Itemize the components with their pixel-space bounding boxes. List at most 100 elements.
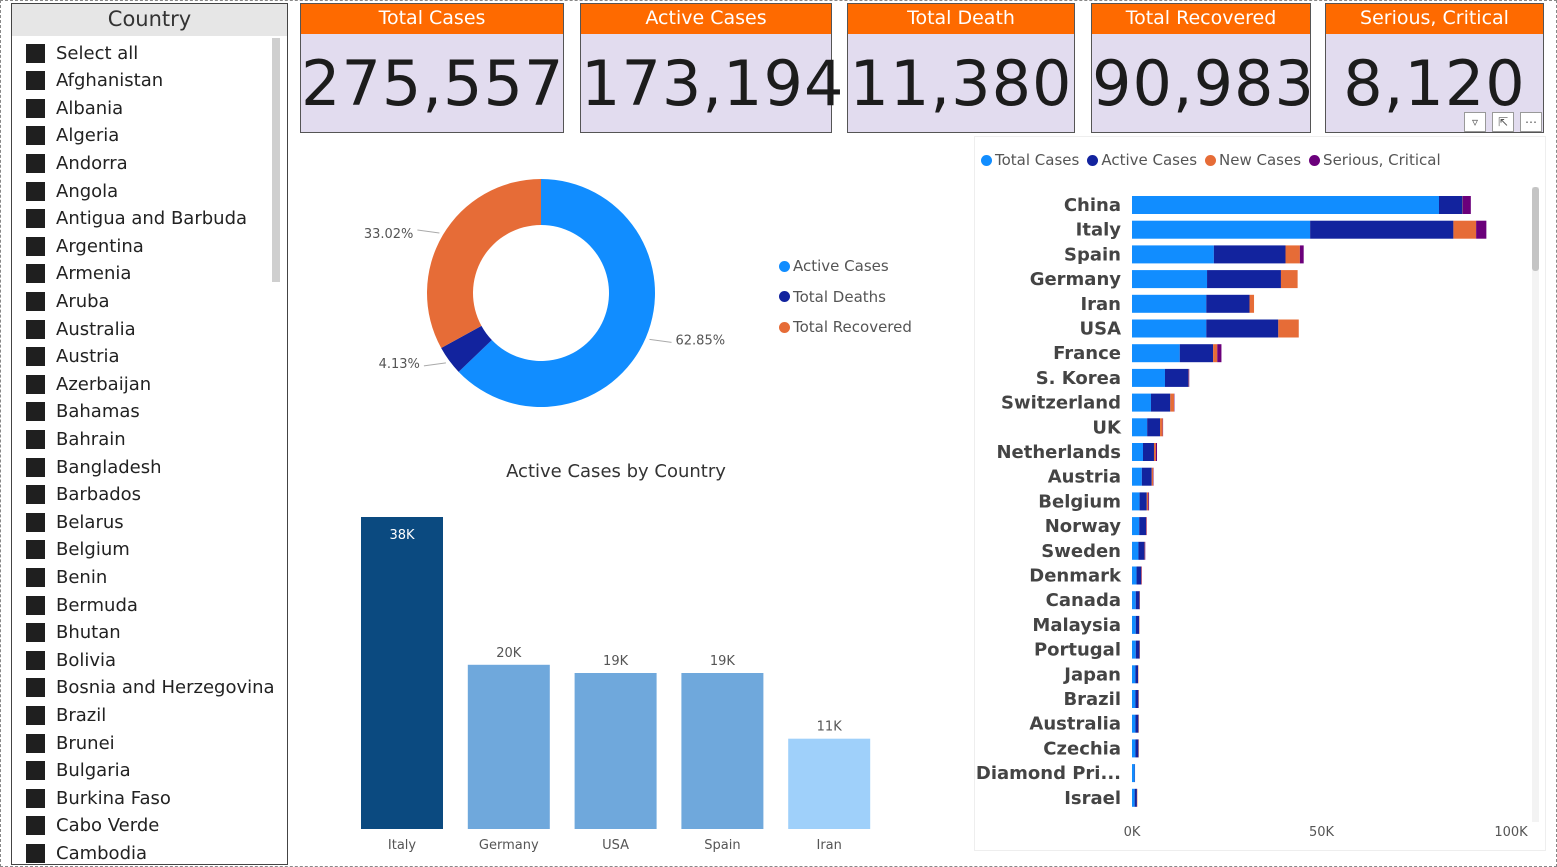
slicer-item[interactable]: Cambodia	[26, 840, 147, 864]
country-slicer[interactable]: Country Select all Afghanistan Albania Alge…	[11, 3, 288, 865]
checkbox[interactable]	[26, 816, 45, 836]
card-total-cases[interactable]: Total Cases 275,557	[300, 3, 564, 133]
slicer-item-label: Bosnia and Herzegovina	[56, 677, 275, 699]
more-options-icon[interactable]: ⋯	[1520, 112, 1542, 132]
checkbox[interactable]	[26, 319, 45, 339]
bar-segment	[1136, 566, 1142, 585]
slicer-item[interactable]: Burkina Faso	[26, 785, 171, 811]
slicer-item[interactable]: Argentina	[26, 233, 144, 259]
slicer-item-label: Bulgaria	[56, 760, 131, 782]
legend-item[interactable]: Total Cases	[981, 151, 1079, 169]
donut-chart[interactable]: 62.85% 4.13% 33.02%	[351, 161, 771, 441]
bar-category-label: Iran	[1080, 294, 1121, 315]
checkbox[interactable]	[26, 512, 45, 532]
bar-segment	[1135, 665, 1139, 684]
checkbox[interactable]	[26, 126, 45, 146]
checkbox[interactable]	[26, 209, 45, 229]
checkbox[interactable]	[26, 153, 45, 173]
slicer-item[interactable]: Angola	[26, 178, 118, 204]
slicer-item[interactable]: Andorra	[26, 150, 128, 176]
slicer-item[interactable]: Armenia	[26, 261, 131, 287]
slicer-item[interactable]: Belarus	[26, 509, 124, 535]
slicer-item[interactable]: Bahamas	[26, 399, 140, 425]
checkbox[interactable]	[26, 236, 45, 256]
slicer-item[interactable]: Bosnia and Herzegovina	[26, 675, 275, 701]
bar-segment	[1132, 690, 1136, 708]
legend-item[interactable]: Active Cases	[779, 251, 912, 282]
slicer-item[interactable]: Afghanistan	[26, 68, 163, 94]
legend-item[interactable]: New Cases	[1205, 151, 1301, 169]
card-total-recovered[interactable]: Total Recovered 90,983	[1091, 3, 1314, 133]
slicer-item[interactable]: Benin	[26, 564, 107, 590]
select-all-item[interactable]: Select all	[26, 40, 138, 66]
checkbox[interactable]	[26, 374, 45, 394]
bar-category-label: Denmark	[1029, 566, 1122, 587]
checkbox[interactable]	[26, 485, 45, 505]
bar-category-label: Switzerland	[1001, 393, 1121, 414]
card-total-death[interactable]: Total Death 11,380	[847, 3, 1075, 133]
checkbox[interactable]	[26, 540, 45, 560]
checkbox[interactable]	[26, 457, 45, 477]
slicer-scrollbar[interactable]	[272, 38, 280, 282]
donut-value-label: 33.02%	[364, 227, 414, 242]
slicer-item[interactable]: Austria	[26, 344, 120, 370]
stacked-bar-chart[interactable]: Total Cases Active Cases New Cases Serious,…	[974, 136, 1546, 851]
slicer-item[interactable]: Albania	[26, 95, 123, 121]
filter-icon[interactable]: ▿	[1464, 112, 1486, 132]
checkbox[interactable]	[26, 181, 45, 201]
card-serious-critical[interactable]: Serious, Critical 8,120	[1325, 3, 1544, 133]
slicer-item[interactable]: Algeria	[26, 123, 119, 149]
legend-item[interactable]: Serious, Critical	[1309, 151, 1441, 169]
slicer-item[interactable]: Bermuda	[26, 592, 138, 618]
bar-category-label: UK	[1092, 417, 1122, 438]
checkbox[interactable]	[26, 733, 45, 753]
checkbox[interactable]	[26, 291, 45, 311]
slicer-item[interactable]: Bahrain	[26, 426, 126, 452]
checkbox[interactable]	[26, 402, 45, 422]
checkbox[interactable]	[26, 650, 45, 670]
checkbox[interactable]	[26, 623, 45, 643]
checkbox[interactable]	[26, 429, 45, 449]
slicer-item[interactable]: Bulgaria	[26, 758, 131, 784]
slicer-item[interactable]: Australia	[26, 316, 136, 342]
slicer-item[interactable]: Barbados	[26, 482, 141, 508]
slicer-item[interactable]: Belgium	[26, 537, 130, 563]
legend-item[interactable]: Total Deaths	[779, 282, 912, 313]
checkbox[interactable]	[26, 347, 45, 367]
slicer-item[interactable]: Aruba	[26, 288, 110, 314]
checkbox[interactable]	[26, 595, 45, 615]
focus-mode-icon[interactable]: ⇱	[1492, 112, 1514, 132]
bar-scroll-track[interactable]	[1532, 187, 1539, 822]
bar-segment	[1217, 344, 1222, 363]
legend-item[interactable]: Total Recovered	[779, 312, 912, 343]
bar-scroll-thumb[interactable]	[1532, 187, 1539, 271]
column-chart[interactable]: 38K Italy 20K Germany 19K USA 19K Spain 11K Iran	[341, 491, 901, 861]
slicer-item[interactable]: Bolivia	[26, 647, 116, 673]
bar-category-label: Malaysia	[1032, 615, 1121, 636]
checkbox[interactable]	[26, 264, 45, 284]
checkbox[interactable]	[26, 98, 45, 118]
bar-segment	[1160, 418, 1163, 437]
slicer-item-label: Austria	[56, 346, 120, 368]
checkbox[interactable]	[26, 705, 45, 725]
slicer-item[interactable]: Brunei	[26, 730, 115, 756]
visual-header: ▿ ⇱ ⋯	[1464, 112, 1548, 134]
checkbox[interactable]	[26, 71, 45, 91]
checkbox[interactable]	[26, 678, 45, 698]
column-value-label: 19K	[603, 654, 629, 669]
bar-segment	[1151, 467, 1154, 486]
slicer-item[interactable]: Azerbaijan	[26, 371, 151, 397]
slicer-item[interactable]: Bhutan	[26, 620, 121, 646]
card-active-cases[interactable]: Active Cases 173,194	[580, 3, 843, 133]
checkbox[interactable]	[26, 761, 45, 781]
checkbox[interactable]	[26, 843, 45, 863]
slicer-item[interactable]: Brazil	[26, 702, 106, 728]
card-title: Serious, Critical	[1326, 4, 1543, 34]
checkbox[interactable]	[26, 567, 45, 587]
checkbox[interactable]	[26, 43, 45, 63]
slicer-item[interactable]: Antigua and Barbuda	[26, 206, 247, 232]
checkbox[interactable]	[26, 788, 45, 808]
slicer-item[interactable]: Bangladesh	[26, 454, 162, 480]
legend-item[interactable]: Active Cases	[1087, 151, 1197, 169]
slicer-item[interactable]: Cabo Verde	[26, 813, 159, 839]
